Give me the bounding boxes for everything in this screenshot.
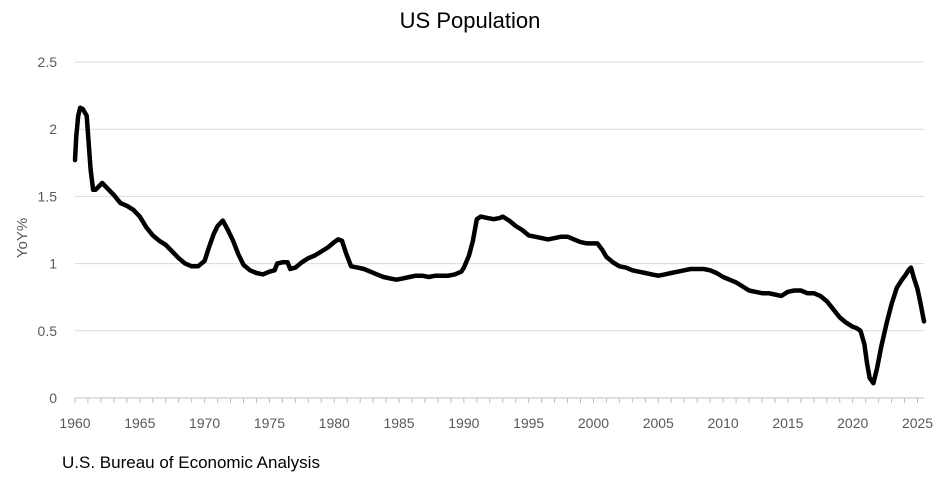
x-tick-label: 1970	[189, 415, 220, 431]
y-tick-label: 2.5	[38, 54, 58, 70]
y-axis-ticks: 0 0.5 1 1.5 2 2.5	[38, 54, 58, 406]
x-tick-label: 1990	[448, 415, 479, 431]
gridlines	[75, 61, 924, 332]
x-tick-label: 2015	[772, 415, 803, 431]
y-tick-label: 1	[49, 256, 57, 272]
x-tick-label: 1965	[124, 415, 155, 431]
x-tick-label: 2020	[837, 415, 868, 431]
x-tick-label: 1980	[319, 415, 350, 431]
x-tick-label: 1995	[513, 415, 544, 431]
x-tick-label: 2010	[708, 415, 739, 431]
x-tick-label: 1960	[59, 415, 90, 431]
series-layer	[72, 105, 927, 386]
series-line	[72, 105, 927, 386]
x-tick-label: 1975	[254, 415, 285, 431]
x-tick-label: 1985	[383, 415, 414, 431]
chart-title: US Population	[400, 8, 541, 33]
x-tick-label: 2000	[578, 415, 609, 431]
x-tick-label: 2005	[643, 415, 674, 431]
x-axis-ticks: 1960 1965 1970 1975 1980 1985 1990 1995 2000 2005…	[59, 398, 933, 431]
y-tick-label: 2	[49, 121, 57, 137]
source-note: U.S. Bureau of Economic Analysis	[62, 453, 320, 472]
y-tick-label: 1.5	[38, 188, 58, 204]
x-tick-label: 2025	[902, 415, 933, 431]
y-axis-title: YoY%	[14, 218, 31, 258]
y-tick-label: 0.5	[38, 323, 58, 339]
y-tick-label: 0	[49, 390, 57, 406]
